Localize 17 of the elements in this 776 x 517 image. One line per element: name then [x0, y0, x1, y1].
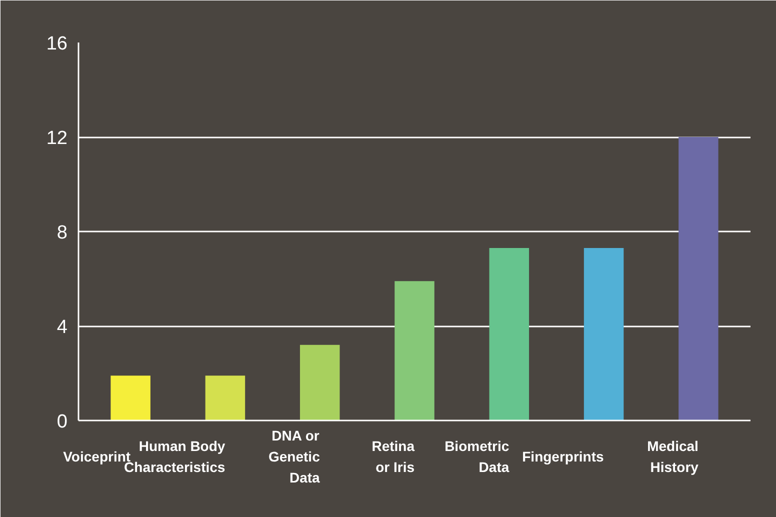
- x-tick-label: Medical History: [647, 438, 699, 475]
- y-tick-label: 16: [46, 34, 68, 54]
- x-tick-label: Fingerprints: [522, 448, 604, 464]
- y-tick-label: 0: [56, 412, 68, 432]
- bar: [300, 344, 340, 420]
- bar: [205, 376, 246, 420]
- y-tick-label: 12: [46, 128, 68, 149]
- x-tick-label: DNA or Genetic Data: [268, 428, 320, 486]
- y-tick-label: 4: [56, 317, 68, 338]
- bar: [394, 281, 434, 420]
- x-tick-label: Retina or Iris: [372, 438, 415, 475]
- bar: [110, 376, 150, 420]
- bar: [489, 248, 530, 420]
- bar: [584, 248, 624, 420]
- bar: [678, 137, 718, 420]
- y-tick-label: 8: [56, 222, 68, 244]
- x-tick-label: Biometric Data: [444, 438, 510, 475]
